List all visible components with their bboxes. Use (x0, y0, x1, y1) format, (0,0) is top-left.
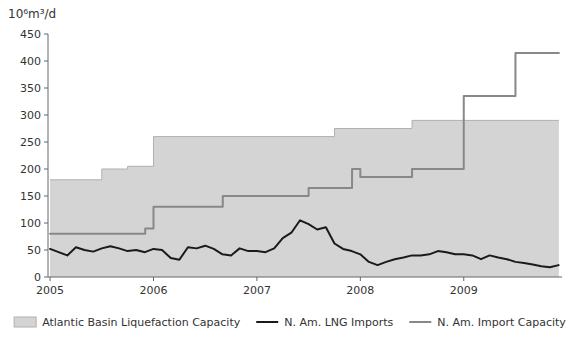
y-tick-label: 400 (20, 55, 41, 68)
x-tick-label: 2005 (36, 284, 64, 297)
y-tick-label: 150 (20, 190, 41, 203)
x-tick (360, 277, 361, 281)
x-axis-line (48, 277, 562, 278)
x-tick (256, 277, 257, 281)
legend-label: Atlantic Basin Liquefaction Capacity (42, 316, 241, 329)
y-tick (44, 277, 48, 278)
y-tick-label: 450 (20, 28, 41, 41)
y-tick (44, 61, 48, 62)
x-tick-label: 2009 (450, 284, 478, 297)
legend-swatch (14, 317, 36, 327)
x-tick-label: 2008 (346, 284, 374, 297)
axes: 0 50 100 150 200 250 300 350 400 450 2005 2006 2007 2… (20, 28, 562, 297)
x-tick (463, 277, 464, 281)
y-tick-label: 300 (20, 109, 41, 122)
area (50, 120, 559, 277)
x-tick (153, 277, 154, 281)
x-tick-label: 2007 (243, 284, 271, 297)
area-edge (50, 120, 559, 179)
legend-swatch (409, 321, 431, 323)
legend-item: N. Am. LNG Imports (256, 316, 393, 329)
y-tick (44, 250, 48, 251)
plot-area (50, 53, 559, 277)
y-tick-label: 50 (27, 244, 41, 257)
y-tick-label: 100 (20, 217, 41, 230)
y-tick (44, 169, 48, 170)
y-tick-label: 0 (34, 271, 41, 284)
y-tick (44, 88, 48, 89)
y-tick (44, 34, 48, 35)
legend-label: N. Am. LNG Imports (284, 316, 393, 329)
y-tick (44, 223, 48, 224)
x-tick-label: 2006 (139, 284, 167, 297)
y-tick (44, 142, 48, 143)
y-tick (44, 196, 48, 197)
legend: Atlantic Basin Liquefaction Capacity N. A… (14, 316, 566, 329)
legend-item: N. Am. Import Capacity (409, 316, 566, 329)
legend-item: Atlantic Basin Liquefaction Capacity (14, 316, 241, 329)
x-tick (50, 277, 51, 281)
legend-swatch (256, 321, 278, 323)
legend-label: N. Am. Import Capacity (437, 316, 566, 329)
y-axis-label: 10⁶m³/d (8, 7, 56, 21)
y-tick-label: 250 (20, 136, 41, 149)
y-axis-line (48, 34, 49, 277)
y-tick-label: 200 (20, 163, 41, 176)
y-tick-label: 350 (20, 82, 41, 95)
chart: 0 50 100 150 200 250 300 350 400 450 2005 2006 2007 2… (0, 0, 580, 339)
line (50, 220, 559, 267)
y-tick (44, 115, 48, 116)
line (50, 53, 559, 234)
